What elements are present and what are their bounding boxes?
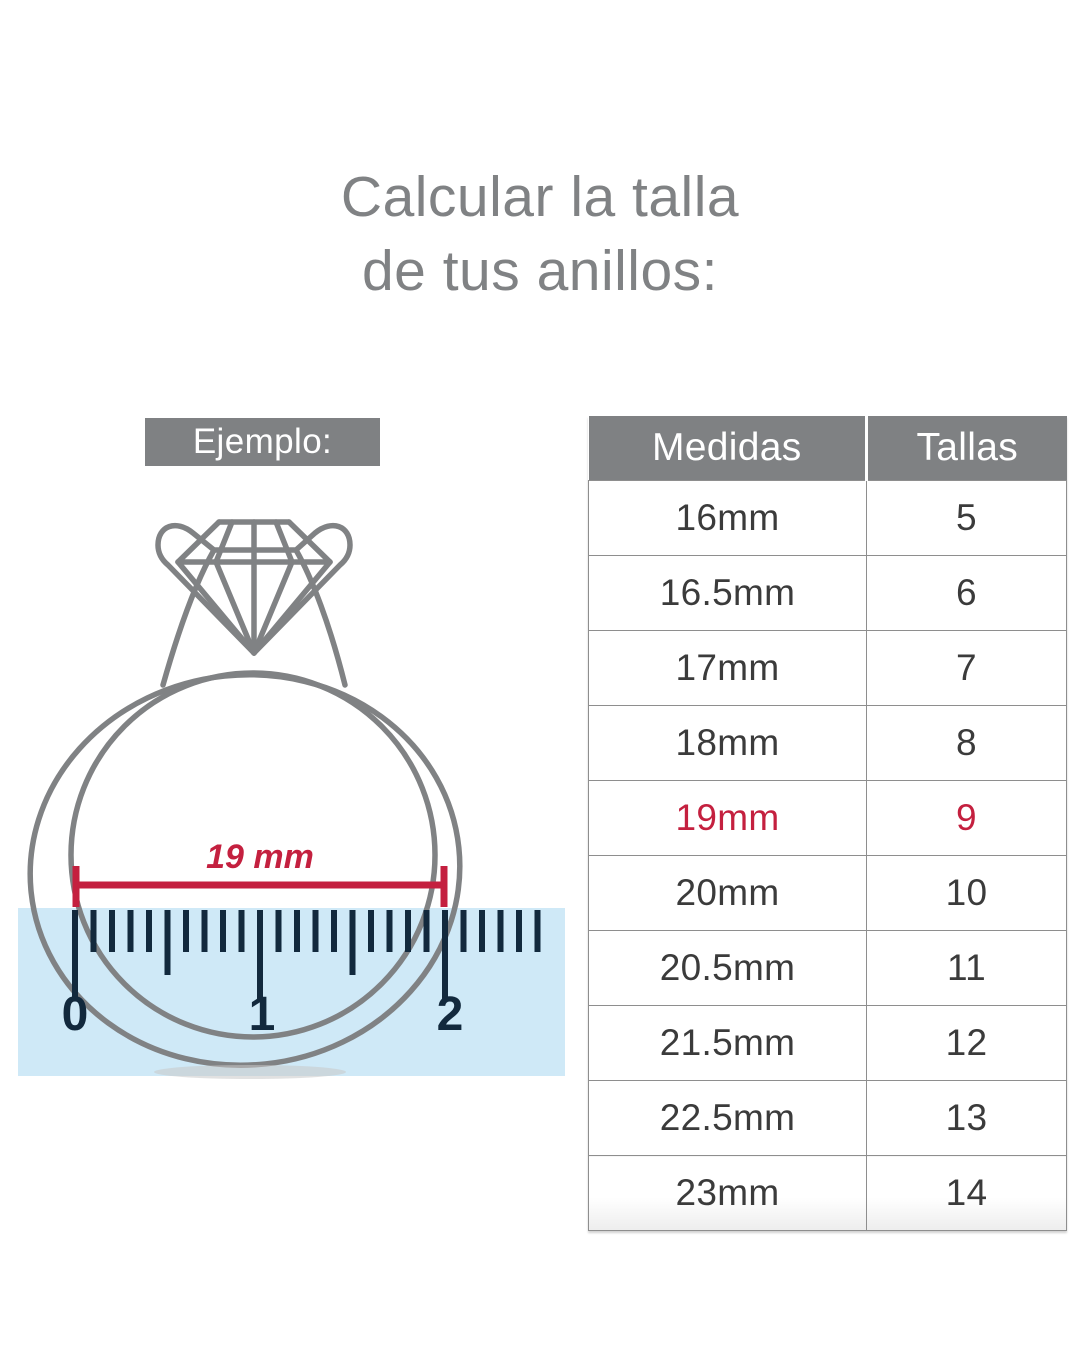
cell-medida: 23mm <box>588 1155 867 1231</box>
ruler-illustration: 19 mm 0 1 2 <box>62 838 541 1041</box>
column-header-medidas: Medidas <box>588 416 868 481</box>
cell-medida: 18mm <box>588 705 867 781</box>
table-row: 22.5mm 13 <box>588 1080 1067 1156</box>
cell-medida: 16.5mm <box>588 555 867 631</box>
cell-medida: 21.5mm <box>588 1005 867 1081</box>
cell-talla: 13 <box>866 1080 1067 1156</box>
ring-size-table: Medidas Tallas 16mm 5 16.5mm 6 17mm 7 18mm 8 19m… <box>588 416 1067 1231</box>
cell-talla: 5 <box>866 480 1067 556</box>
table-row: 19mm 9 <box>588 780 1067 856</box>
cell-talla: 9 <box>866 780 1067 856</box>
diamond-facet-4 <box>251 559 295 656</box>
diamond-facet-6 <box>251 559 333 656</box>
ruler-label-1: 1 <box>249 988 276 1041</box>
diamond-crown-left <box>175 519 222 565</box>
column-header-tallas: Tallas <box>866 416 1067 481</box>
cell-talla: 11 <box>866 930 1067 1006</box>
cell-medida: 22.5mm <box>588 1080 867 1156</box>
example-diagram: Ejemplo: <box>0 400 580 1140</box>
table-header-row: Medidas Tallas <box>588 416 1067 481</box>
table-row: 21.5mm 12 <box>588 1005 1067 1081</box>
table-row: 23mm 14 <box>588 1155 1067 1231</box>
ruler-label-0: 0 <box>62 988 89 1041</box>
measure-bar <box>72 866 448 907</box>
ring-illustration <box>27 519 463 1079</box>
ring-drop-shadow <box>154 1065 346 1079</box>
cell-medida: 20.5mm <box>588 930 867 1006</box>
diamond-facet-5 <box>175 559 257 656</box>
diamond-facet-3 <box>213 559 257 656</box>
cell-medida: 16mm <box>588 480 867 556</box>
cell-medida: 19mm <box>588 780 867 856</box>
ruler-ticks <box>72 910 541 1000</box>
cell-talla: 12 <box>866 1005 1067 1081</box>
diamond-outline <box>155 522 353 656</box>
example-badge-label: Ejemplo: <box>145 418 380 466</box>
diamond-facet-2 <box>273 519 295 565</box>
ruler-label-2: 2 <box>437 988 464 1041</box>
cell-talla: 10 <box>866 855 1067 931</box>
cell-talla: 14 <box>866 1155 1067 1231</box>
diamond-crown-right <box>286 519 333 565</box>
cell-medida: 17mm <box>588 630 867 706</box>
cell-talla: 6 <box>866 555 1067 631</box>
measure-label: 19 mm <box>206 838 314 876</box>
cell-talla: 8 <box>866 705 1067 781</box>
table-row: 16.5mm 6 <box>588 555 1067 631</box>
table-row: 17mm 7 <box>588 630 1067 706</box>
cell-talla: 7 <box>866 630 1067 706</box>
table-row: 18mm 8 <box>588 705 1067 781</box>
table-row: 20.5mm 11 <box>588 930 1067 1006</box>
ring-inner-circle <box>68 670 438 1040</box>
cell-medida: 20mm <box>588 855 867 931</box>
diamond-facet-1 <box>213 519 235 565</box>
table-body: 16mm 5 16.5mm 6 17mm 7 18mm 8 19mm 9 20mm 10 20.5mm 1… <box>588 480 1067 1231</box>
page-title: Calcular la talla de tus anillos: <box>340 165 740 303</box>
table-row: 20mm 10 <box>588 855 1067 931</box>
table-row: 16mm 5 <box>588 480 1067 556</box>
